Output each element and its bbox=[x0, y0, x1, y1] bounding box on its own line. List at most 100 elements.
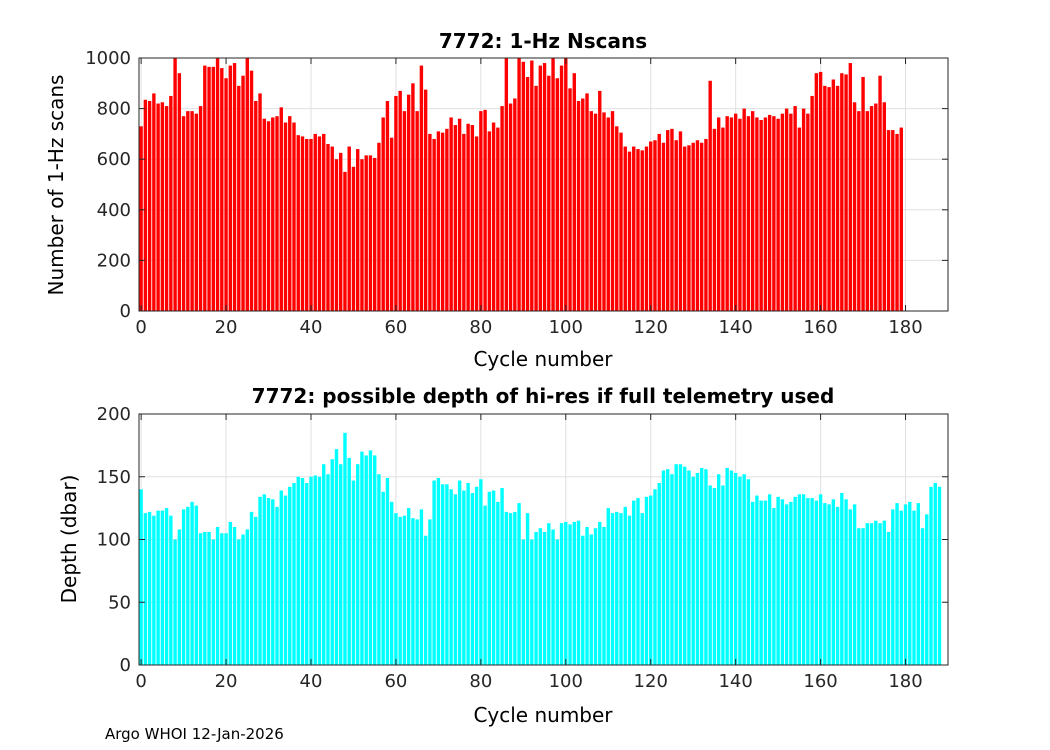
nscans-bar bbox=[177, 73, 182, 312]
nscans-bar bbox=[368, 155, 373, 311]
nscans-bar bbox=[389, 137, 394, 311]
depth-bar bbox=[886, 531, 891, 665]
depth-bars bbox=[139, 432, 942, 665]
nscans-chart: 7772: 1-Hz Nscans Cycle number Number of… bbox=[44, 29, 949, 371]
depth-bar bbox=[190, 501, 194, 665]
nscans-chart-xlabel: Cycle number bbox=[473, 347, 613, 371]
depth-bar bbox=[869, 523, 874, 665]
nscans-bar bbox=[555, 78, 560, 312]
depth-bar bbox=[937, 486, 942, 665]
depth-bar bbox=[640, 513, 644, 665]
nscans-bar bbox=[326, 144, 330, 311]
depth-bar bbox=[275, 506, 279, 665]
nscans-bar bbox=[695, 140, 700, 311]
depth-bar bbox=[254, 516, 258, 665]
nscans-xtick-label: 0 bbox=[135, 317, 146, 338]
nscans-bar bbox=[835, 85, 840, 311]
nscans-bar bbox=[874, 103, 878, 311]
depth-bar bbox=[598, 521, 602, 665]
nscans-bar bbox=[827, 87, 831, 311]
depth-bar bbox=[721, 485, 725, 665]
nscans-bar bbox=[551, 58, 555, 311]
depth-bar bbox=[326, 474, 330, 665]
nscans-bar bbox=[823, 85, 827, 311]
nscans-bar bbox=[610, 111, 615, 311]
depth-bar bbox=[491, 490, 496, 665]
depth-bar bbox=[266, 498, 271, 665]
nscans-bar bbox=[330, 146, 334, 311]
depth-bar bbox=[738, 476, 742, 665]
nscans-bar bbox=[462, 133, 466, 311]
depth-bar bbox=[742, 474, 746, 665]
nscans-bar bbox=[453, 125, 458, 311]
depth-bar bbox=[861, 528, 865, 665]
nscans-ytick-label: 400 bbox=[97, 200, 131, 221]
nscans-bar bbox=[687, 145, 691, 311]
depth-bar bbox=[305, 483, 309, 665]
depth-bar bbox=[661, 470, 666, 665]
nscans-bar bbox=[356, 149, 360, 311]
nscans-xtick-label: 60 bbox=[384, 317, 407, 338]
depth-bar bbox=[339, 464, 343, 665]
depth-bar bbox=[729, 470, 734, 665]
nscans-bar bbox=[406, 94, 411, 311]
depth-bar bbox=[504, 511, 509, 665]
nscans-bar bbox=[848, 63, 853, 312]
depth-bar bbox=[156, 510, 160, 665]
depth-chart-ylabel: Depth (dbar) bbox=[57, 475, 81, 604]
nscans-bar bbox=[636, 149, 640, 311]
depth-bar bbox=[186, 506, 190, 665]
depth-bar bbox=[704, 469, 708, 665]
nscans-bar bbox=[377, 142, 381, 311]
depth-bar bbox=[470, 493, 475, 665]
depth-bar bbox=[207, 531, 211, 665]
depth-bar bbox=[848, 509, 853, 665]
nscans-bar bbox=[780, 113, 785, 311]
nscans-bar bbox=[886, 130, 891, 311]
nscans-bar bbox=[585, 93, 589, 311]
nscans-bar bbox=[169, 95, 173, 311]
depth-bar bbox=[576, 520, 581, 665]
depth-ytick-label: 150 bbox=[97, 467, 131, 488]
depth-bar bbox=[666, 469, 670, 665]
nscans-bar bbox=[228, 65, 233, 311]
depth-bar bbox=[432, 480, 436, 665]
nscans-bar bbox=[411, 83, 415, 311]
depth-bar bbox=[423, 535, 428, 665]
depth-ytick-label: 100 bbox=[97, 530, 131, 551]
nscans-bar bbox=[266, 121, 271, 311]
depth-bar bbox=[657, 483, 661, 665]
depth-bar bbox=[279, 490, 283, 665]
nscans-bar bbox=[725, 116, 729, 311]
nscans-bar bbox=[598, 90, 602, 311]
nscans-bar bbox=[530, 60, 534, 311]
nscans-bar bbox=[254, 101, 258, 311]
depth-bar bbox=[343, 432, 347, 665]
depth-bar bbox=[835, 506, 840, 665]
nscans-bar bbox=[640, 150, 644, 311]
nscans-bar bbox=[818, 71, 823, 311]
nscans-bar bbox=[428, 133, 432, 311]
nscans-bar bbox=[322, 133, 326, 311]
nscans-bar bbox=[440, 132, 445, 311]
depth-bar bbox=[381, 491, 385, 665]
nscans-bar bbox=[895, 133, 899, 311]
nscans-bar bbox=[423, 89, 428, 311]
nscans-bar bbox=[568, 88, 572, 311]
nscans-bar bbox=[415, 111, 419, 311]
depth-bar bbox=[428, 519, 432, 665]
depth-bar bbox=[521, 539, 526, 665]
depth-bar bbox=[636, 498, 640, 665]
nscans-xtick-label: 40 bbox=[300, 317, 323, 338]
nscans-bar bbox=[402, 111, 407, 311]
depth-bar bbox=[372, 455, 377, 665]
depth-bar bbox=[203, 531, 207, 665]
depth-bar bbox=[173, 539, 177, 665]
nscans-bar bbox=[283, 122, 288, 311]
depth-bar bbox=[462, 490, 466, 665]
depth-bar bbox=[610, 513, 615, 665]
depth-xtick-label: 140 bbox=[718, 671, 752, 692]
depth-bar bbox=[555, 539, 560, 665]
depth-bar bbox=[292, 483, 296, 665]
nscans-bar bbox=[750, 111, 755, 311]
